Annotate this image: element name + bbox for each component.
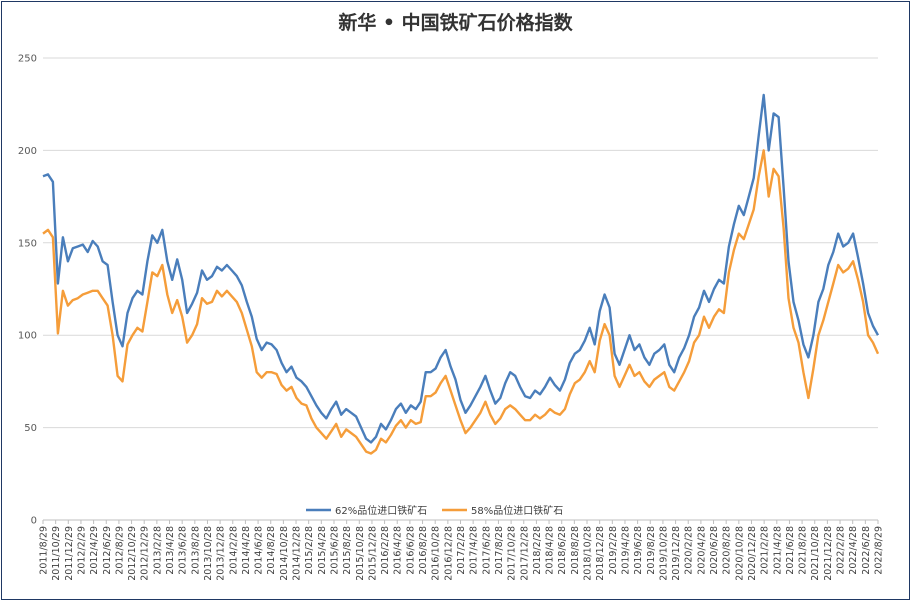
x-tick-label: 2018/10/28 <box>583 526 594 581</box>
x-tick-label: 2019/8/28 <box>646 526 657 575</box>
x-tick-label: 2012/10/29 <box>127 526 138 581</box>
x-tick-label: 2011/12/29 <box>64 526 75 581</box>
x-tick-label: 2022/2/28 <box>836 526 847 575</box>
x-tick-label: 2012/12/29 <box>140 526 151 581</box>
x-tick-label: 2013/4/28 <box>165 526 176 575</box>
x-tick-label: 2019/10/28 <box>658 526 669 581</box>
x-tick-label: 2013/6/28 <box>178 526 189 575</box>
x-tick-label: 2022/4/28 <box>848 526 859 575</box>
x-tick-label: 2013/2/28 <box>152 526 163 575</box>
y-tick-label: 0 <box>31 516 37 527</box>
x-tick-label: 2019/12/28 <box>671 526 682 581</box>
x-tick-label: 2016/6/28 <box>405 526 416 575</box>
x-tick-label: 2015/6/28 <box>329 526 340 575</box>
x-tick-label: 2011/10/29 <box>51 526 62 581</box>
x-tick-label: 2016/8/28 <box>418 526 429 575</box>
x-tick-label: 2021/6/28 <box>785 526 796 575</box>
x-tick-label: 2021/12/28 <box>823 526 834 581</box>
x-tick-label: 2017/2/28 <box>456 526 467 575</box>
x-tick-label: 2021/10/28 <box>810 526 821 581</box>
y-tick-label: 50 <box>24 423 37 434</box>
y-tick-label: 200 <box>18 146 37 157</box>
x-tick-label: 2022/8/29 <box>874 526 885 575</box>
x-tick-label: 2012/4/29 <box>89 526 100 575</box>
x-tick-label: 2018/12/28 <box>595 526 606 581</box>
x-tick-label: 2015/8/28 <box>342 526 353 575</box>
x-tick-label: 2017/12/28 <box>519 526 530 581</box>
x-tick-label: 2020/8/28 <box>722 526 733 575</box>
y-tick-label: 150 <box>18 238 37 249</box>
chart-title: 新华 • 中国铁矿石价格指数 <box>338 12 573 34</box>
legend-label-2: 58%品位进口铁矿石 <box>471 504 563 517</box>
x-tick-label: 2022/6/28 <box>861 526 872 575</box>
x-tick-label: 2016/10/28 <box>431 526 442 581</box>
x-tick-label: 2014/4/28 <box>241 526 252 575</box>
x-tick-label: 2011/8/29 <box>39 526 50 575</box>
x-tick-label: 2014/12/28 <box>292 526 303 581</box>
legend-label-1: 62%品位进口铁矿石 <box>335 504 427 517</box>
x-tick-label: 2021/4/28 <box>772 526 783 575</box>
x-tick-label: 2020/4/28 <box>696 526 707 575</box>
series-line-1 <box>42 93 880 444</box>
x-tick-label: 2012/8/29 <box>114 526 125 575</box>
x-axis: 2011/8/29 2011/10/29 2011/12/29 2012/2/29 20… <box>39 519 885 581</box>
x-tick-label: 2013/10/28 <box>203 526 214 581</box>
x-tick-label: 2016/4/28 <box>393 526 404 575</box>
x-tick-label: 2018/4/28 <box>545 526 556 575</box>
series-line-2 <box>42 149 880 455</box>
x-tick-label: 2012/2/29 <box>76 526 87 575</box>
x-tick-label: 2014/6/28 <box>254 526 265 575</box>
grid-lines <box>43 57 878 521</box>
x-tick-label: 2013/8/28 <box>190 526 201 575</box>
x-tick-label: 2019/2/28 <box>608 526 619 575</box>
x-tick-label: 2017/10/28 <box>507 526 518 581</box>
x-tick-label: 2015/10/28 <box>355 526 366 581</box>
x-tick-label: 2014/10/28 <box>279 526 290 581</box>
x-tick-label: 2020/6/28 <box>709 526 720 575</box>
x-tick-label: 2015/4/28 <box>317 526 328 575</box>
x-tick-label: 2016/2/28 <box>380 526 391 575</box>
x-tick-label: 2019/4/28 <box>620 526 631 575</box>
x-tick-label: 2018/8/28 <box>570 526 581 575</box>
x-tick-label: 2017/4/28 <box>469 526 480 575</box>
x-tick-label: 2015/12/28 <box>367 526 378 581</box>
x-tick-label: 2020/2/28 <box>684 526 695 575</box>
y-tick-label: 250 <box>18 54 37 65</box>
x-tick-label: 2013/12/28 <box>216 526 227 581</box>
y-axis: 0 50 100 150 200 250 <box>18 54 37 527</box>
x-tick-label: 2015/2/28 <box>304 526 315 575</box>
x-tick-label: 2018/2/28 <box>532 526 543 575</box>
x-tick-label: 2014/8/28 <box>266 526 277 575</box>
x-tick-label: 2017/8/28 <box>494 526 505 575</box>
y-tick-label: 100 <box>18 331 37 342</box>
x-tick-label: 2021/2/28 <box>760 526 771 575</box>
x-tick-label: 2012/6/29 <box>102 526 113 575</box>
x-tick-label: 2017/6/28 <box>481 526 492 575</box>
legend: 62%品位进口铁矿石 58%品位进口铁矿石 <box>306 504 563 517</box>
x-tick-label: 2020/12/28 <box>747 526 758 581</box>
x-tick-label: 2014/2/28 <box>228 526 239 575</box>
x-tick-label: 2021/8/28 <box>798 526 809 575</box>
x-tick-label: 2018/6/28 <box>557 526 568 575</box>
series-lines <box>42 93 880 455</box>
x-tick-label: 2020/10/28 <box>734 526 745 581</box>
x-tick-label: 2019/6/28 <box>633 526 644 575</box>
x-tick-label: 2016/12/28 <box>443 526 454 581</box>
